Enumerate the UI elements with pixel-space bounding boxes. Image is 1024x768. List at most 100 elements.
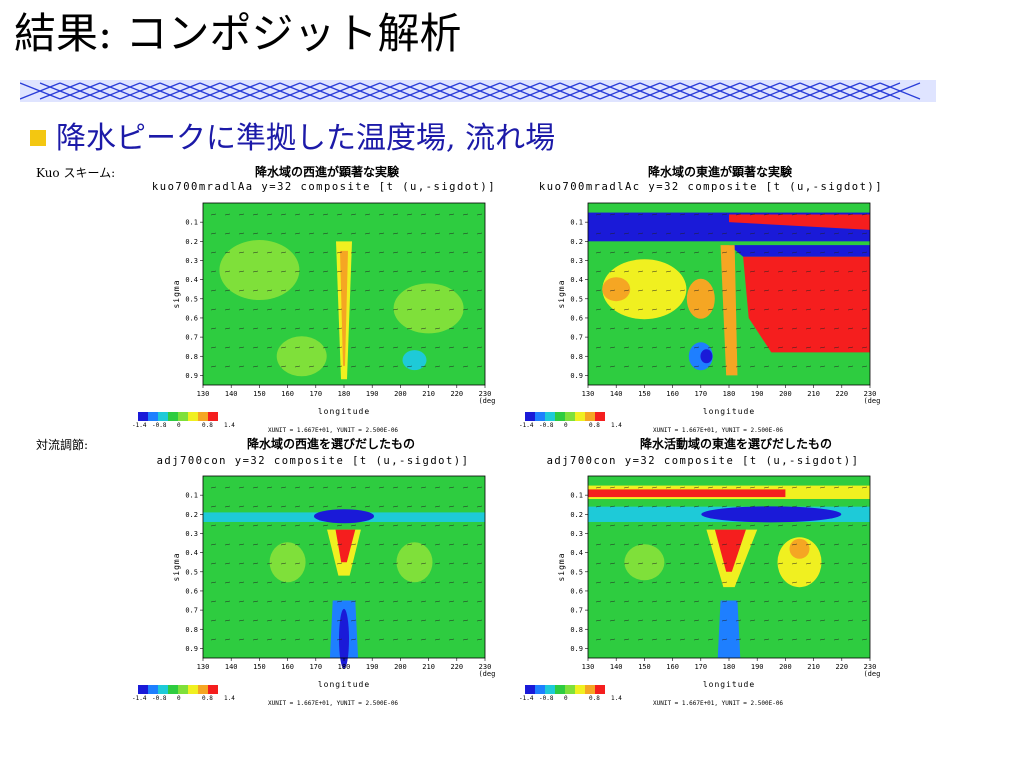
x-tick-label: 200 [779,390,792,398]
colorbar-swatch [188,412,198,421]
y-tick-label: 0.7 [185,607,198,615]
colorbar-tick-label: 1.4 [611,422,622,429]
contour-region [314,509,374,524]
y-tick-label: 0.5 [570,568,583,576]
colorbar-swatch [168,685,178,694]
contour-region [276,336,327,377]
y-tick-label: 0.4 [185,276,198,284]
y-tick-label: 0.2 [185,511,198,519]
x-tick-label: 210 [422,663,435,671]
unit-note-3: XUNIT = 1.667E+01, YUNIT = 2.500E-06 [268,700,399,707]
y-tick-label: 0.1 [570,492,583,500]
y-tick-label: 0.4 [570,549,583,557]
colorbar-swatch [208,685,218,694]
y-axis-label: sigma [172,552,181,581]
heating-column [720,245,738,376]
y-tick-label: 0.9 [570,645,583,653]
colorbar-tick-label: 0.8 [202,695,213,702]
y-tick-label: 0.5 [570,295,583,303]
wind-vectors [210,213,483,368]
x-tick-label: 140 [610,663,623,671]
y-tick-label: 0.1 [185,219,198,227]
y-tick-label: 0.5 [185,568,198,576]
colorbar-tick-label: -1.4 [132,695,147,702]
contour-fill-layer [219,240,464,380]
contour-region [624,544,665,581]
x-tick-label: 230 [864,390,877,398]
colorbar-tick-label: 1.4 [611,695,622,702]
contour-fill-layer [588,212,870,376]
colorbar-swatch [198,412,208,421]
colorbar-swatch [188,685,198,694]
colorbar-swatch [585,412,595,421]
colorbar-swatch [198,685,208,694]
x-tick-label: 140 [610,390,623,398]
colorbar-3: -1.4 -0.8 0 0.8 1.4 [132,685,235,702]
panel-header-1: kuo700mradlAa y=32 composite [t (u,-sigd… [151,181,497,193]
y-tick-label: 0.3 [185,530,198,538]
y-tick-label: 0.1 [185,492,198,500]
contour-plot-4: 0.1 0.2 0.3 0.4 0.5 0.6 0.7 0.8 0.9 130 140 150 160 1… [550,473,880,695]
row-label-adjust: 対流調節: [36,438,89,452]
x-tick-label: 130 [197,663,210,671]
bullet-square-icon [30,130,46,146]
x-tick-label: 180 [723,390,736,398]
colorbar-swatch [595,685,605,694]
colorbar-swatch [535,685,545,694]
x-tick-label: 170 [694,663,707,671]
x-tick-label: 170 [694,390,707,398]
row-label-kuo: Kuo スキーム: [36,166,116,180]
colorbar-swatch [565,412,575,421]
slide-title: 結果: コンポジット解析 [14,9,462,58]
colorbar-tick-label: -1.4 [132,422,147,429]
cooling-column [717,600,741,658]
x-tick-label: 220 [450,663,463,671]
contour-region [339,608,349,669]
colorbar-swatch [158,412,168,421]
panel-title-3: 降水域の西進を選びだしたもの [246,437,416,451]
wind-vectors [595,213,868,368]
contour-region [789,538,810,559]
colorbar-swatch [555,412,565,421]
y-tick-label: 0.5 [185,295,198,303]
x-tick-label: 130 [582,390,595,398]
x-tick-label: 190 [751,390,764,398]
x-tick-label: 180 [723,663,736,671]
panel-header-4: adj700con y=32 composite [t (u,-sigdot)] [546,455,860,467]
colorbar-tick-label: 0 [564,422,568,429]
colorbar-swatch [565,685,575,694]
contour-fill-layer [203,509,485,669]
y-axis-label: sigma [557,279,566,308]
heating-core [335,529,356,563]
colorbar-tick-label: -0.8 [539,422,554,429]
warm-core [588,489,786,498]
colorbar-tick-label: 1.4 [224,695,235,702]
y-tick-label: 0.2 [185,238,198,246]
colorbar-tick-label: -0.8 [152,695,167,702]
x-axis-label: longitude [318,680,370,689]
y-tick-label: 0.1 [570,219,583,227]
heating-core [340,250,348,366]
colorbar-tick-label: 0 [177,422,181,429]
warm-band [729,214,870,230]
contour-region [219,240,300,301]
y-tick-label: 0.6 [185,587,198,595]
x-tick-label: 190 [366,390,379,398]
y-tick-label: 0.7 [570,334,583,342]
colorbar-swatch [575,685,585,694]
x-tick-label: 200 [394,390,407,398]
colorbar-swatch [138,412,148,421]
colorbar-swatch [178,685,188,694]
wind-vectors [595,486,868,641]
y-axis-label: sigma [557,552,566,581]
colorbar-tick-label: 0 [564,695,568,702]
colorbar-swatch [545,685,555,694]
colorbar-swatch [208,412,218,421]
y-tick-label: 0.6 [570,314,583,322]
x-tick-label: 230 [864,663,877,671]
colorbar-swatch [178,412,188,421]
x-tick-label: 220 [450,390,463,398]
colorbar-swatch [575,412,585,421]
y-tick-label: 0.8 [570,626,583,634]
slide-subtitle: 降水ピークに準拠した温度場, 流れ場 [56,121,556,156]
